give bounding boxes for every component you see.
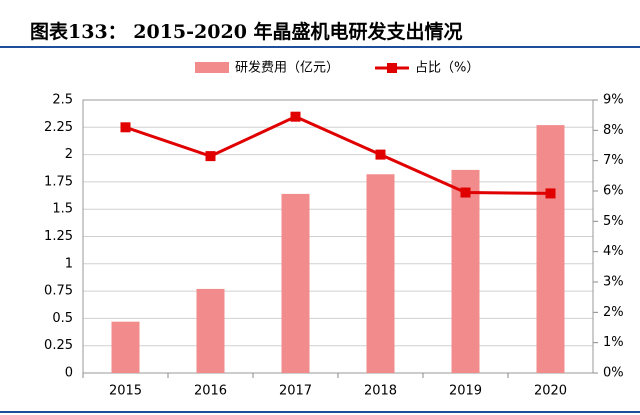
bar — [536, 125, 565, 373]
y2-tick-label: 9% — [603, 93, 624, 108]
y-tick-label: 0.25 — [44, 338, 73, 353]
x-tick-label: 2017 — [279, 384, 312, 399]
marker — [375, 149, 386, 160]
legend-label: 研发费用（亿元） — [235, 60, 339, 76]
marker — [545, 188, 556, 199]
legend-swatch — [195, 62, 229, 73]
marker — [205, 151, 216, 162]
y-tick-label: 1.75 — [44, 174, 73, 189]
y-tick-label: 2 — [65, 147, 73, 162]
y-tick-label: 0.5 — [52, 311, 73, 326]
y-tick-label: 1.25 — [44, 229, 73, 244]
marker — [120, 122, 131, 133]
y-tick-label: 2.25 — [44, 120, 73, 135]
line — [125, 115, 551, 195]
y-tick-label: 1 — [65, 256, 73, 271]
marker — [290, 111, 301, 122]
y2-tick-label: 3% — [603, 275, 624, 290]
bar — [196, 288, 225, 373]
y2-tick-label: 1% — [603, 335, 624, 350]
y-tick-label: 2.5 — [52, 93, 73, 108]
x-tick-label: 2020 — [534, 384, 567, 399]
bar — [111, 321, 140, 373]
x-tick-label: 2015 — [109, 384, 142, 399]
bar — [366, 174, 395, 373]
y2-tick-label: 5% — [603, 214, 624, 229]
x-tick-label: 2019 — [449, 384, 482, 399]
y-tick-label: 0.75 — [44, 284, 73, 299]
x-tick-label: 2018 — [364, 384, 397, 399]
chart-title: 图表133： 2015-2020 年晶盛机电研发支出情况 — [30, 20, 463, 43]
y2-tick-label: 2% — [603, 305, 624, 320]
x-tick-label: 2016 — [194, 384, 227, 399]
bar — [451, 169, 480, 373]
y2-tick-label: 6% — [603, 184, 624, 199]
y2-tick-label: 7% — [603, 153, 624, 168]
marker — [460, 187, 471, 198]
y2-tick-label: 4% — [603, 244, 624, 259]
legend-label: 占比（%） — [415, 61, 479, 76]
y-tick-label: 1.5 — [52, 202, 73, 217]
bar — [281, 193, 310, 373]
y-tick-label: 0 — [65, 366, 73, 381]
y2-tick-label: 8% — [603, 123, 624, 138]
legend-swatch — [387, 63, 397, 73]
y2-tick-label: 0% — [603, 366, 624, 381]
